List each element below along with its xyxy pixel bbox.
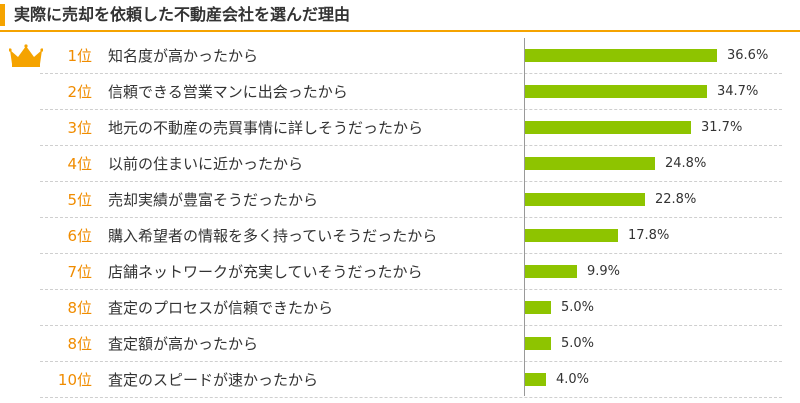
chart-title: 実際に売却を依頼した不動産会社を選んだ理由 <box>14 5 351 24</box>
ranking-row: 2位 信頼できる営業マンに出会ったから <box>0 74 800 110</box>
row-divider <box>40 217 782 218</box>
value-bar <box>525 229 618 242</box>
value-label: 9.9% <box>587 264 621 279</box>
value-label: 24.8% <box>665 156 707 171</box>
reason-label: 店舗ネットワークが充実していそうだったから <box>108 263 423 281</box>
value-bar <box>525 85 707 98</box>
value-label: 31.7% <box>701 120 743 135</box>
chart-header: 実際に売却を依頼した不動産会社を選んだ理由 <box>0 0 800 34</box>
reason-label: 査定のスピードが速かったから <box>108 371 319 389</box>
title-accent-bar <box>0 4 5 26</box>
value-bar <box>525 121 691 134</box>
rank-label: 2位 <box>67 83 92 101</box>
value-label: 36.6% <box>727 48 769 63</box>
row-divider <box>40 289 782 290</box>
chart-axis-line <box>524 38 525 396</box>
ranking-row: 10位 査定のスピードが速かったから <box>0 362 800 398</box>
rank-label: 8位 <box>67 335 92 353</box>
crown-icon <box>9 44 43 67</box>
reason-label: 信頼できる営業マンに出会ったから <box>108 83 348 101</box>
reason-label: 地元の不動産の売買事情に詳しそうだったから <box>108 119 424 137</box>
value-bar <box>525 193 645 206</box>
row-divider <box>40 181 782 182</box>
row-divider <box>40 109 782 110</box>
ranking-row: 5位 売却実績が豊富そうだったから <box>0 182 800 218</box>
reason-label: 以前の住まいに近かったから <box>108 155 304 173</box>
rank-label: 6位 <box>67 227 92 245</box>
ranking-row: 6位 購入希望者の情報を多く持っていそうだったから <box>0 218 800 254</box>
reason-label: 査定額が高かったから <box>108 335 259 353</box>
rank-label: 4位 <box>67 155 92 173</box>
reason-label: 購入希望者の情報を多く持っていそうだったから <box>108 227 438 245</box>
value-bar <box>525 337 551 350</box>
value-label: 5.0% <box>561 336 595 351</box>
rank-label: 7位 <box>67 263 92 281</box>
rank-label: 5位 <box>67 191 92 209</box>
value-label: 34.7% <box>717 84 759 99</box>
rank-label: 3位 <box>67 119 92 137</box>
reason-label: 査定のプロセスが信頼できたから <box>108 299 334 317</box>
rank-label: 10位 <box>57 371 92 389</box>
row-divider <box>40 397 782 398</box>
ranking-row: 8位 査定のプロセスが信頼できたから <box>0 290 800 326</box>
rank-label: 8位 <box>67 299 92 317</box>
value-bar <box>525 265 577 278</box>
ranking-row: 1位 知名度が高かったから <box>0 38 800 74</box>
ranking-row: 7位 店舗ネットワークが充実していそうだったから <box>0 254 800 290</box>
value-bar <box>525 157 655 170</box>
row-divider <box>40 361 782 362</box>
row-divider <box>40 253 782 254</box>
value-label: 5.0% <box>561 300 595 315</box>
value-label: 4.0% <box>556 372 590 387</box>
value-bar <box>525 49 717 62</box>
title-underline <box>0 30 800 32</box>
ranking-row: 3位 地元の不動産の売買事情に詳しそうだったから <box>0 110 800 146</box>
row-divider <box>40 73 782 74</box>
value-bar <box>525 301 551 314</box>
value-bar <box>525 373 546 386</box>
ranking-row: 4位 以前の住まいに近かったから <box>0 146 800 182</box>
row-divider <box>40 325 782 326</box>
value-label: 22.8% <box>655 192 697 207</box>
value-label: 17.8% <box>628 228 670 243</box>
rank-label: 1位 <box>67 47 92 65</box>
reason-label: 知名度が高かったから <box>108 47 259 65</box>
ranking-row: 8位 査定額が高かったから <box>0 326 800 362</box>
reason-label: 売却実績が豊富そうだったから <box>108 191 319 209</box>
row-divider <box>40 145 782 146</box>
